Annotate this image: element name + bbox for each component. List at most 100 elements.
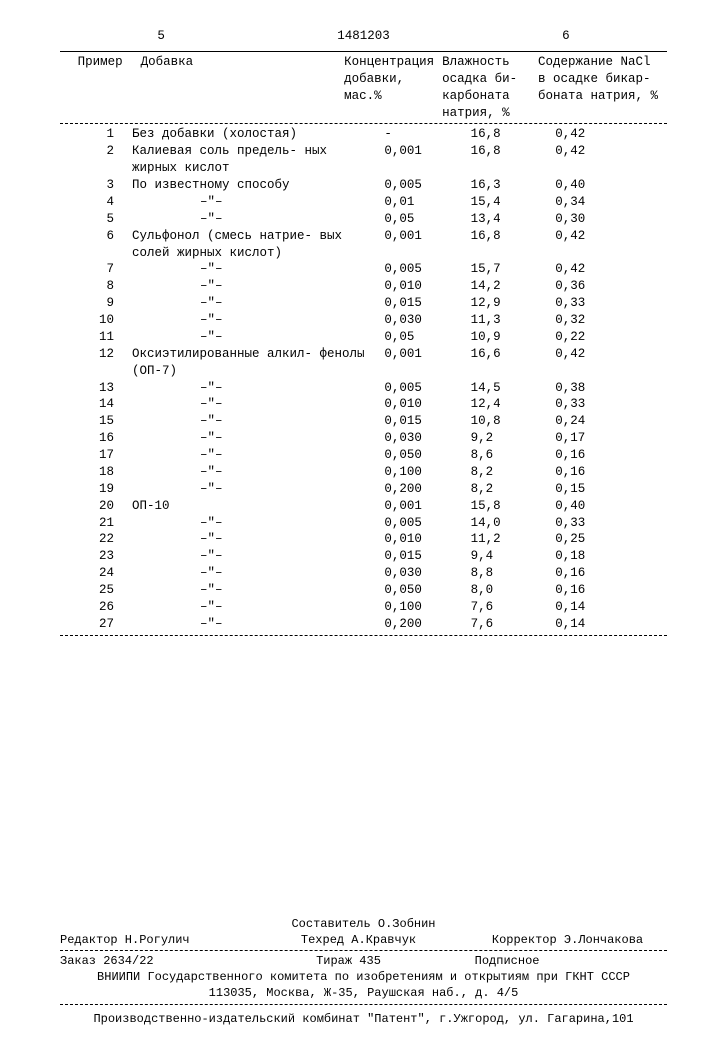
page-header: 5 1481203 6 (60, 28, 667, 45)
imprint-dash-2 (60, 1004, 667, 1005)
cell-conc: 0,001 (380, 498, 466, 515)
cell-conc: 0,200 (380, 616, 466, 633)
cell-additive: –"– (128, 447, 380, 464)
table-row: 17–"–0,0508,60,16 (60, 447, 667, 464)
cell-nacl: 0,16 (551, 565, 667, 582)
cell-conc: 0,005 (380, 261, 466, 278)
cell-example: 25 (60, 582, 128, 599)
tirazh: Тираж 435 (252, 953, 444, 969)
cell-conc: 0,100 (380, 464, 466, 481)
cell-additive: –"– (128, 413, 380, 430)
table-row: 14–"–0,01012,40,33 (60, 396, 667, 413)
cell-additive: –"– (128, 295, 380, 312)
cell-humidity: 16,8 (467, 228, 552, 262)
patent-page: 5 1481203 6 Пример Добавка Концентрация … (0, 0, 707, 1057)
cell-humidity: 15,7 (467, 261, 552, 278)
cell-humidity: 9,4 (467, 548, 552, 565)
table-row: 18–"–0,1008,20,16 (60, 464, 667, 481)
cell-nacl: 0,16 (551, 464, 667, 481)
cell-additive: –"– (128, 211, 380, 228)
cell-conc: 0,01 (380, 194, 466, 211)
cell-humidity: 11,3 (467, 312, 552, 329)
imprint-dash-1 (60, 950, 667, 951)
staff-row: Редактор Н.Рогулич Техред А.Кравчук Корр… (60, 932, 667, 948)
cell-conc: 0,010 (380, 531, 466, 548)
table-row: 6Сульфонол (смесь натрие- вых солей жирн… (60, 228, 667, 262)
cell-nacl: 0,33 (551, 295, 667, 312)
org-line-1: ВНИИПИ Государственного комитета по изоб… (60, 969, 667, 985)
cell-nacl: 0,14 (551, 616, 667, 633)
subscrip: Подписное (445, 953, 667, 969)
table-row: 21–"–0,00514,00,33 (60, 515, 667, 532)
cell-conc: 0,030 (380, 565, 466, 582)
cell-humidity: 14,2 (467, 278, 552, 295)
cell-example: 12 (60, 346, 128, 380)
cell-humidity: 16,8 (467, 126, 552, 143)
table-row: 1Без добавки (холостая)-16,80,42 (60, 126, 667, 143)
editor: Редактор Н.Рогулич (60, 932, 259, 948)
data-table-body: 1Без добавки (холостая)-16,80,422Калиева… (60, 126, 667, 632)
cell-nacl: 0,34 (551, 194, 667, 211)
cell-conc: 0,030 (380, 312, 466, 329)
cell-example: 10 (60, 312, 128, 329)
cell-example: 16 (60, 430, 128, 447)
cell-nacl: 0,42 (551, 228, 667, 262)
cell-humidity: 16,8 (467, 143, 552, 177)
cell-humidity: 15,4 (467, 194, 552, 211)
cell-example: 9 (60, 295, 128, 312)
cell-additive: –"– (128, 329, 380, 346)
cell-conc: 0,015 (380, 295, 466, 312)
cell-example: 1 (60, 126, 128, 143)
cell-conc: 0,010 (380, 396, 466, 413)
table-row: 3По известному способу0,00516,30,40 (60, 177, 667, 194)
table-row: 5–"–0,0513,40,30 (60, 211, 667, 228)
cell-humidity: 14,5 (467, 380, 552, 397)
cell-additive: Оксиэтилированные алкил- фенолы (ОП-7) (128, 346, 380, 380)
tech: Техред А.Кравчук (259, 932, 458, 948)
header-dash (60, 123, 667, 124)
cell-nacl: 0,16 (551, 447, 667, 464)
cell-humidity: 10,8 (467, 413, 552, 430)
cell-nacl: 0,30 (551, 211, 667, 228)
cell-humidity: 8,6 (467, 447, 552, 464)
compiler: Составитель О.Зобнин (60, 916, 667, 932)
cell-additive: –"– (128, 430, 380, 447)
cell-additive: Без добавки (холостая) (128, 126, 380, 143)
cell-additive: Сульфонол (смесь натрие- вых солей жирны… (128, 228, 380, 262)
cell-humidity: 11,2 (467, 531, 552, 548)
cell-nacl: 0,33 (551, 396, 667, 413)
cell-additive: –"– (128, 464, 380, 481)
cell-nacl: 0,36 (551, 278, 667, 295)
cell-example: 20 (60, 498, 128, 515)
cell-additive: –"– (128, 582, 380, 599)
table-row: 13–"–0,00514,50,38 (60, 380, 667, 397)
top-rule (60, 51, 667, 52)
cell-example: 6 (60, 228, 128, 262)
cell-conc: 0,100 (380, 599, 466, 616)
cell-additive: –"– (128, 312, 380, 329)
cell-example: 3 (60, 177, 128, 194)
cell-nacl: 0,24 (551, 413, 667, 430)
cell-humidity: 10,9 (467, 329, 552, 346)
table-row: 26–"–0,1007,60,14 (60, 599, 667, 616)
data-table: Пример Добавка Концентрация добавки, мас… (60, 54, 667, 122)
cell-conc: 0,005 (380, 177, 466, 194)
cell-nacl: 0,42 (551, 346, 667, 380)
cell-example: 15 (60, 413, 128, 430)
cell-nacl: 0,15 (551, 481, 667, 498)
patent-number: 1481203 (262, 28, 464, 45)
cell-example: 21 (60, 515, 128, 532)
th-additive: Добавка (137, 54, 340, 122)
cell-additive: –"– (128, 565, 380, 582)
cell-conc: 0,050 (380, 582, 466, 599)
cell-nacl: 0,40 (551, 177, 667, 194)
col-num-left: 5 (60, 28, 262, 45)
cell-example: 7 (60, 261, 128, 278)
org-line-2: 113035, Москва, Ж-35, Раушская наб., д. … (60, 985, 667, 1001)
cell-example: 5 (60, 211, 128, 228)
header-row: Пример Добавка Концентрация добавки, мас… (60, 54, 667, 122)
cell-additive: –"– (128, 599, 380, 616)
cell-humidity: 14,0 (467, 515, 552, 532)
cell-example: 17 (60, 447, 128, 464)
cell-humidity: 13,4 (467, 211, 552, 228)
